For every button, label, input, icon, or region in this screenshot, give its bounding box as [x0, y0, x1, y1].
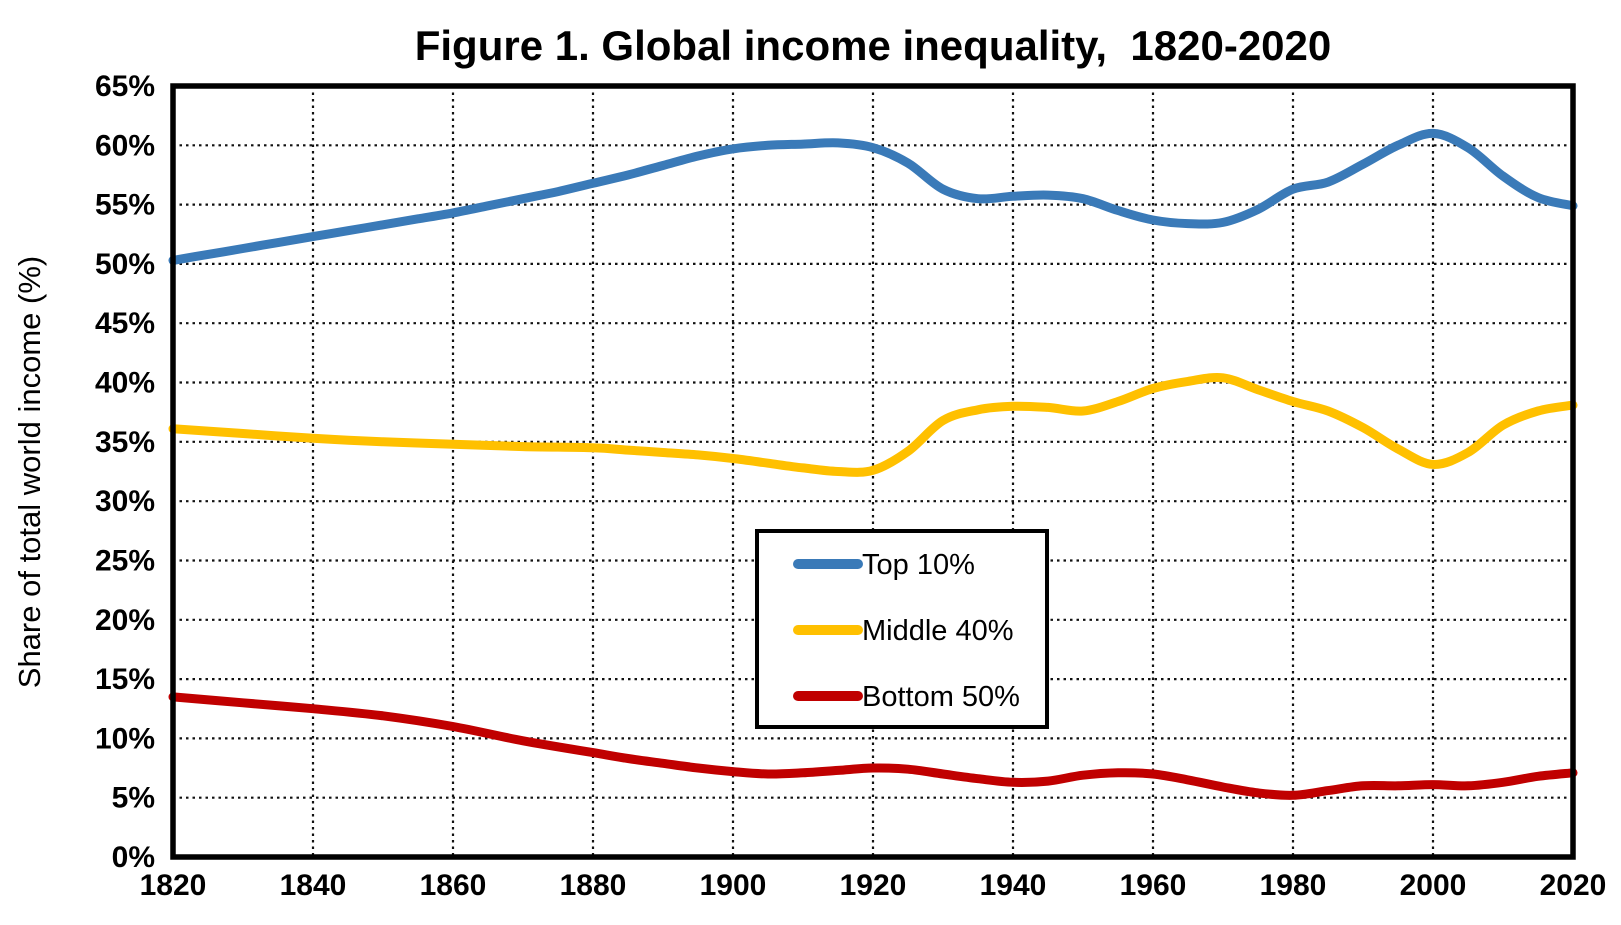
chart-title: Figure 1. Global income inequality, 1820… — [415, 22, 1332, 69]
y-tick-30: 30% — [95, 485, 155, 518]
y-tick-50: 50% — [95, 248, 155, 281]
y-tick-40: 40% — [95, 367, 155, 400]
legend-box: Top 10% Middle 40% Bottom 50% — [755, 529, 1049, 729]
x-tick-1820: 1820 — [140, 869, 207, 902]
x-tick-1860: 1860 — [420, 869, 487, 902]
series-line-middle-40- — [168, 372, 1578, 477]
y-tick-55: 55% — [95, 189, 155, 222]
y-axis-title: Share of total world income (%) — [12, 256, 47, 688]
y-axis-tick-labels: 0% 5% 10% 15% 20% 25% 30% 35% 40% 45% 50% 55% 60% 65% — [95, 70, 155, 874]
x-tick-1980: 1980 — [1260, 869, 1327, 902]
y-tick-45: 45% — [95, 307, 155, 340]
y-tick-10: 10% — [95, 722, 155, 755]
x-tick-1940: 1940 — [980, 869, 1047, 902]
x-tick-2020: 2020 — [1540, 869, 1607, 902]
x-tick-1840: 1840 — [280, 869, 347, 902]
y-tick-20: 20% — [95, 604, 155, 637]
x-tick-1900: 1900 — [700, 869, 767, 902]
x-tick-1960: 1960 — [1120, 869, 1187, 902]
x-tick-1920: 1920 — [840, 869, 907, 902]
data-series — [168, 128, 1578, 800]
x-tick-2000: 2000 — [1400, 869, 1467, 902]
y-tick-15: 15% — [95, 663, 155, 696]
plot-frame — [170, 83, 1576, 860]
legend-label-top10: Top 10% — [862, 549, 975, 581]
y-tick-5: 5% — [112, 782, 155, 815]
x-axis-tick-labels: 1820 1840 1860 1880 1900 1920 1940 1960 1980 2000… — [140, 869, 1607, 902]
series-line-bottom-50- — [168, 692, 1578, 800]
y-tick-35: 35% — [95, 426, 155, 459]
y-tick-0: 0% — [112, 841, 155, 874]
legend-label-bottom50: Bottom 50% — [862, 681, 1020, 713]
y-tick-25: 25% — [95, 545, 155, 578]
legend-label-middle40: Middle 40% — [862, 615, 1014, 647]
x-tick-1880: 1880 — [560, 869, 627, 902]
series-line-top-10- — [168, 128, 1578, 265]
y-tick-65: 65% — [95, 70, 155, 103]
y-tick-60: 60% — [95, 129, 155, 162]
